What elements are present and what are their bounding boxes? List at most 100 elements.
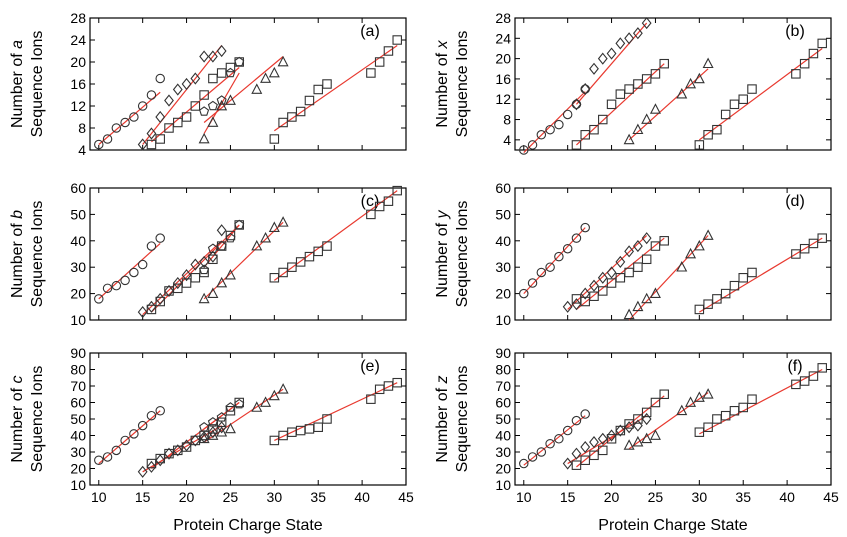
data-point-diamond-series-2 (562, 300, 573, 313)
data-point-circle-series-0 (146, 410, 157, 421)
y-tick-label: 28 (70, 10, 86, 26)
data-point-square-series-1 (146, 304, 157, 315)
data-point-square-series-5 (322, 241, 332, 251)
data-point-diamond-series-2 (624, 421, 635, 434)
data-point-triangle-series-4 (224, 268, 236, 280)
data-point-square-series-1 (650, 241, 661, 251)
x-tick-label: 40 (354, 489, 370, 505)
data-point-triangle-series-3 (632, 123, 644, 135)
data-point-circle-series-0 (129, 112, 139, 122)
data-point-pentagon-series-3 (207, 243, 218, 253)
fit-line-series-0 (523, 227, 586, 295)
data-point-diamond-series-2 (624, 32, 635, 45)
data-point-diamond-series-2 (164, 447, 174, 460)
data-point-circle-series-0 (527, 278, 538, 288)
fit-line-series-2 (142, 45, 223, 145)
data-point-diamond-series-2 (632, 419, 643, 432)
data-point-square-series-1 (173, 283, 183, 294)
data-point-circle-series-0 (545, 262, 555, 272)
data-point-triangle-series-3 (641, 113, 653, 124)
data-point-triangle-series-3 (693, 391, 705, 402)
data-point-triangle-series-3 (693, 72, 705, 84)
data-point-square-series-1 (589, 450, 599, 461)
y-axis-label-variable: a (9, 40, 26, 49)
data-point-diamond-series-2 (580, 440, 591, 454)
data-point-circle-series-0 (527, 140, 538, 150)
data-point-pentagon-series-3 (216, 412, 227, 422)
data-point-pentagon-series-3 (199, 264, 210, 275)
data-point-square-series-5 (392, 185, 402, 196)
data-point-square-series-1 (659, 58, 669, 69)
fit-line-series-4 (699, 368, 823, 435)
data-point-square-series-5 (392, 377, 402, 388)
data-point-square-series-5 (269, 273, 280, 283)
y-tick-label: 8 (78, 120, 86, 136)
data-point-square-series-4 (791, 249, 801, 259)
data-point-square-series-1 (641, 407, 652, 418)
y-axis-label-line1: Number of (9, 219, 26, 298)
data-point-pentagon-series-3 (225, 402, 236, 412)
data-point-diamond-series-2 (562, 457, 573, 470)
y-tick-label: 24 (495, 30, 511, 46)
data-point-square-series-5 (313, 422, 323, 432)
plot-frame (514, 17, 832, 151)
data-point-diamond-series-2 (146, 460, 157, 473)
data-point-triangle-series-3 (641, 292, 653, 304)
x-axis-label-right: Protein Charge State (598, 517, 748, 534)
data-point-diamond-series-2 (597, 271, 608, 284)
data-point-triangle-series-4 (207, 116, 219, 127)
y-tick-label: 20 (70, 54, 86, 70)
data-point-circle-series-0 (94, 455, 104, 465)
data-point-square-series-1 (633, 79, 643, 89)
data-point-square-series-4 (720, 288, 731, 299)
data-point-square-series-4 (799, 376, 810, 386)
fit-line-series-5 (273, 190, 398, 281)
data-point-square-series-1 (598, 114, 608, 125)
data-point-square-series-1 (589, 124, 599, 135)
fit-line-series-1 (151, 224, 240, 313)
data-point-square-series-5 (374, 201, 385, 212)
data-point-square-series-1 (624, 419, 634, 429)
panel-label: (e) (360, 358, 380, 375)
y-axis-label: Number of z Sequence Ions (434, 366, 471, 473)
data-point-triangle-series-3 (702, 57, 714, 69)
data-point-circle-series-0 (519, 288, 529, 299)
data-point-circle-series-0 (102, 452, 113, 462)
data-point-square-series-4 (808, 48, 819, 59)
data-point-pentagon-series-3 (199, 106, 210, 116)
data-point-diamond-series-2 (207, 426, 218, 439)
data-point-square-series-4 (808, 238, 819, 249)
x-tick-label: 45 (823, 489, 839, 505)
data-point-square-series-4 (720, 410, 731, 421)
data-point-circle-series-0 (580, 222, 590, 233)
data-point-diamond-series-2 (137, 138, 148, 151)
data-point-triangle-series-3 (623, 308, 635, 320)
y-tick-label: 10 (495, 477, 511, 493)
data-point-square-series-1 (225, 230, 236, 241)
data-point-triangle-series-4 (277, 55, 289, 67)
data-point-circle-series-0 (545, 438, 555, 449)
y-axis-label-variable: z (434, 375, 451, 384)
data-point-circle-series-0 (120, 275, 130, 286)
data-point-square-series-4 (817, 233, 827, 243)
data-point-triangle-series-4 (268, 66, 280, 78)
data-point-triangle-series-3 (676, 404, 688, 416)
data-point-square-series-4 (712, 124, 722, 135)
data-point-diamond-series-2 (615, 424, 626, 437)
data-point-square-series-1 (606, 99, 617, 110)
data-point-circle-series-0 (129, 429, 139, 439)
y-tick-label: 50 (495, 206, 511, 222)
fit-line-series-5 (273, 45, 398, 132)
data-point-triangle-series-4 (198, 132, 210, 144)
y-tick-label: 80 (70, 362, 86, 378)
data-point-square-series-1 (190, 101, 201, 111)
data-point-triangle-series-3 (632, 435, 644, 447)
y-tick-label: 16 (70, 76, 86, 92)
data-point-square-series-5 (366, 68, 376, 78)
data-point-square-series-4 (817, 363, 827, 373)
data-point-square-series-4 (694, 304, 705, 315)
data-point-diamond-series-2 (624, 245, 635, 258)
y-axis-label-variable: y (434, 209, 451, 219)
data-point-square-series-1 (571, 460, 582, 470)
data-point-circle-series-0 (562, 109, 573, 120)
